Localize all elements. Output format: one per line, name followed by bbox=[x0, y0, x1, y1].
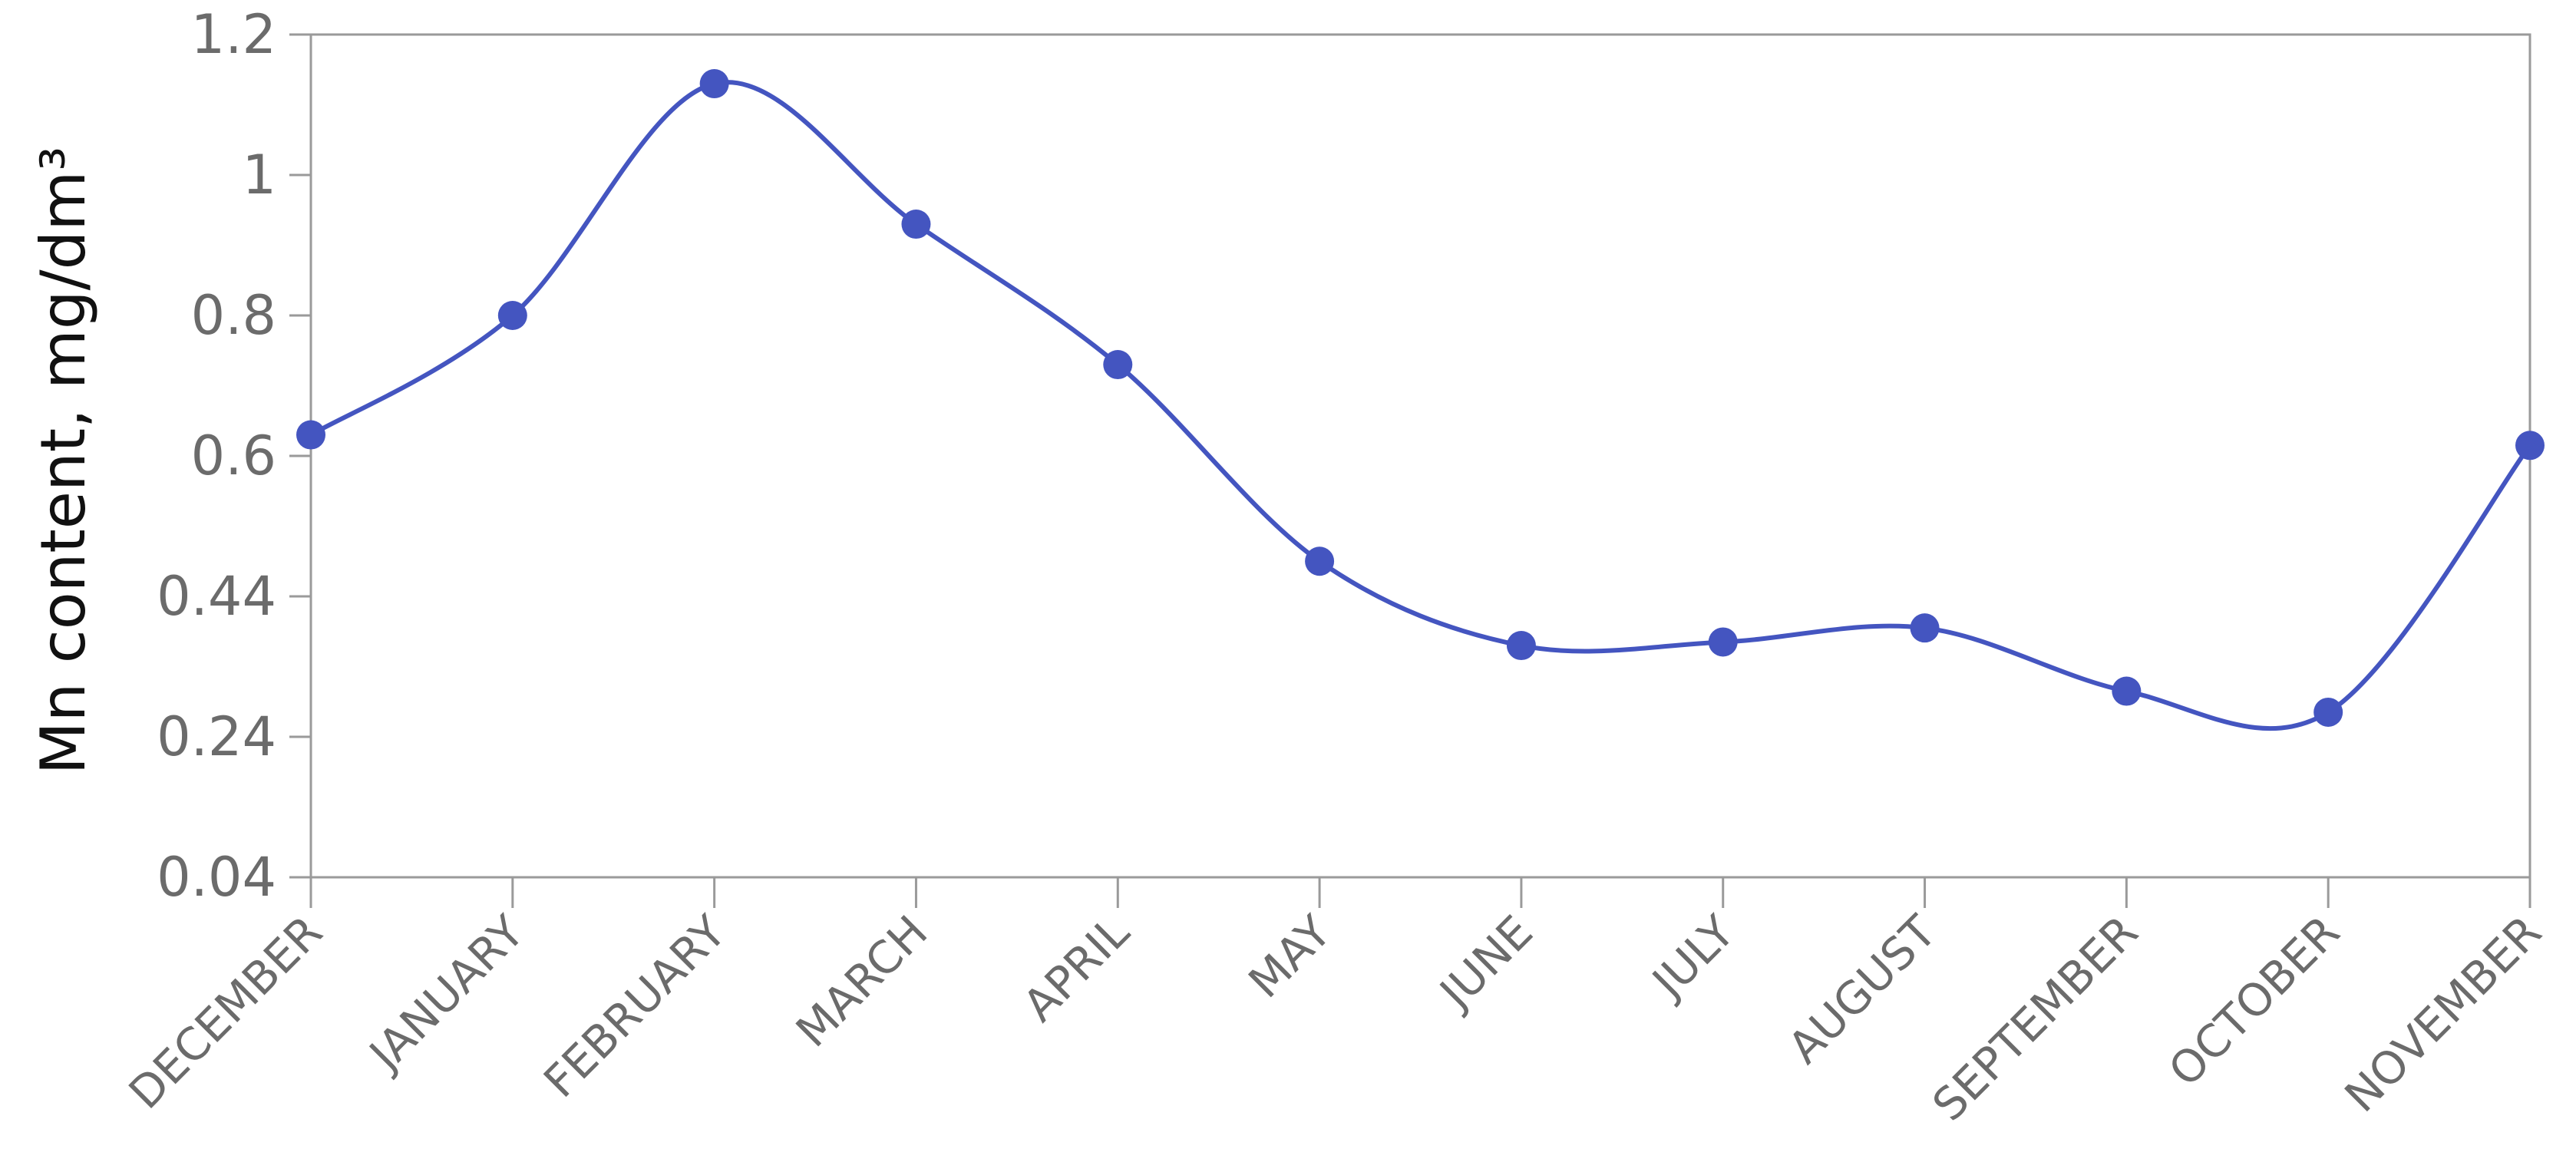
y-tick-label: 0.04 bbox=[157, 846, 276, 909]
y-tick-label: 1 bbox=[242, 144, 276, 206]
x-tick-label: AUGUST bbox=[1778, 905, 1946, 1073]
x-tick-label: OCTOBER bbox=[2158, 906, 2350, 1097]
series-line bbox=[309, 80, 2532, 731]
y-tick-label: 0.8 bbox=[191, 284, 276, 347]
x-tick-label: JUNE bbox=[1428, 906, 1543, 1020]
data-point bbox=[1506, 631, 1536, 661]
y-tick-label: 0.44 bbox=[157, 565, 276, 628]
x-tick-label: DECEMBER bbox=[119, 906, 332, 1119]
x-tick-label: FEBRUARY bbox=[533, 905, 736, 1108]
x-tick-label: MAY bbox=[1239, 905, 1342, 1008]
y-tick-label: 1.2 bbox=[191, 3, 276, 66]
plot-frame bbox=[309, 33, 2531, 879]
x-axis-ticks: DECEMBER JANUARY FEBRUARY MARCH APRIL MAY JUNE… bbox=[119, 877, 2551, 1131]
data-point bbox=[901, 210, 931, 239]
data-point bbox=[296, 420, 325, 450]
x-tick-label: SEPTEMBER bbox=[1923, 906, 2148, 1131]
data-point bbox=[1910, 613, 1940, 643]
data-point bbox=[1708, 627, 1738, 657]
data-point bbox=[2112, 676, 2142, 706]
data-point bbox=[1103, 350, 1133, 380]
x-tick-label: JANUARY bbox=[358, 905, 534, 1081]
y-tick-label: 0.24 bbox=[157, 705, 276, 768]
data-point bbox=[1305, 546, 1335, 576]
x-tick-label: JULY bbox=[1641, 905, 1745, 1009]
data-point bbox=[497, 301, 527, 330]
x-tick-label: NOVEMBER bbox=[2335, 906, 2551, 1122]
data-point bbox=[2515, 431, 2545, 461]
series-points bbox=[296, 69, 2545, 727]
data-point bbox=[2313, 697, 2343, 727]
y-tick-label: 0.6 bbox=[191, 424, 276, 487]
y-axis-ticks: 0.04 0.24 0.44 0.6 0.8 1 1.2 bbox=[157, 3, 311, 909]
x-tick-label: APRIL bbox=[1013, 906, 1139, 1032]
y-axis-title: Mn content, mg/dm³ bbox=[28, 147, 99, 775]
x-tick-label: MARCH bbox=[786, 906, 937, 1057]
data-point bbox=[699, 69, 729, 99]
